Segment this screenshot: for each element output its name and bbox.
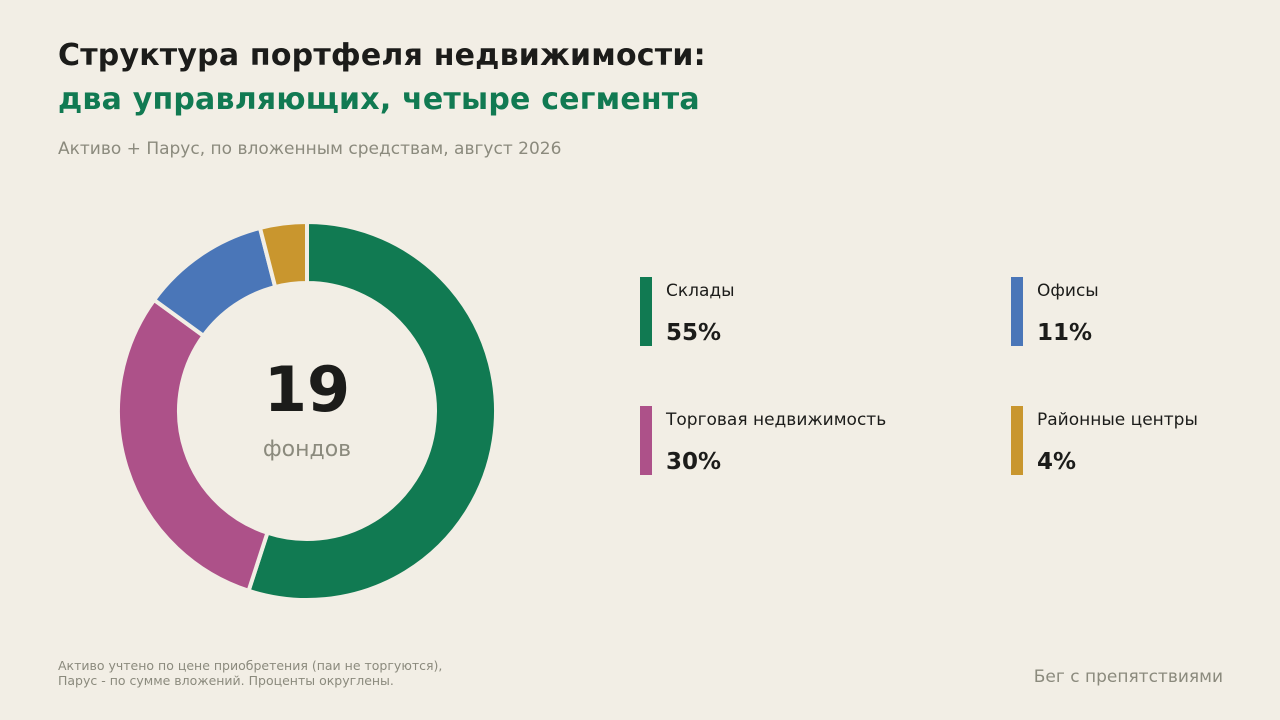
legend-item-retail: Торговая недвижимость 30%: [640, 406, 970, 476]
chart-subtitle: Активо + Парус, по вложенным средствам, …: [58, 139, 562, 159]
brand-signature: Бег с препятствиями: [1033, 667, 1223, 687]
slice-retail: [116, 297, 270, 593]
chart-title-highlight: два управляющих, четыре сегмента: [58, 82, 700, 117]
legend-value-district-centers: 4%: [1037, 449, 1077, 475]
slice-district-centers: [257, 220, 309, 290]
legend-swatch-warehouses: [640, 277, 652, 346]
legend-label-retail: Торговая недвижимость: [666, 410, 887, 430]
legend-label-district-centers: Районные центры: [1037, 410, 1198, 430]
legend-label-warehouses: Склады: [666, 281, 735, 301]
legend-value-warehouses: 55%: [666, 320, 722, 346]
legend-label-offices: Офисы: [1037, 281, 1099, 301]
slice-warehouses: [246, 220, 498, 602]
funds-count: 19: [263, 353, 351, 426]
funds-count-unit: фондов: [262, 437, 352, 462]
footnote-line-1: Активо учтено по цене приобретения (паи …: [58, 658, 443, 673]
footnote-line-2: Парус - по сумме вложений. Проценты окру…: [58, 673, 394, 688]
footnote: Активо учтено по цене приобретения (паи …: [58, 658, 442, 688]
legend-swatch-district-centers: [1011, 406, 1023, 475]
legend-value-retail: 30%: [666, 449, 722, 475]
legend-item-warehouses: Склады 55%: [640, 277, 970, 347]
donut-chart: [116, 220, 498, 602]
legend-item-offices: Офисы 11%: [1011, 277, 1280, 347]
legend-swatch-retail: [640, 406, 652, 475]
legend-item-district-centers: Районные центры 4%: [1011, 406, 1280, 476]
legend-value-offices: 11%: [1037, 320, 1093, 346]
chart-title: Структура портфеля недвижимости:: [58, 38, 706, 73]
legend-swatch-offices: [1011, 277, 1023, 346]
